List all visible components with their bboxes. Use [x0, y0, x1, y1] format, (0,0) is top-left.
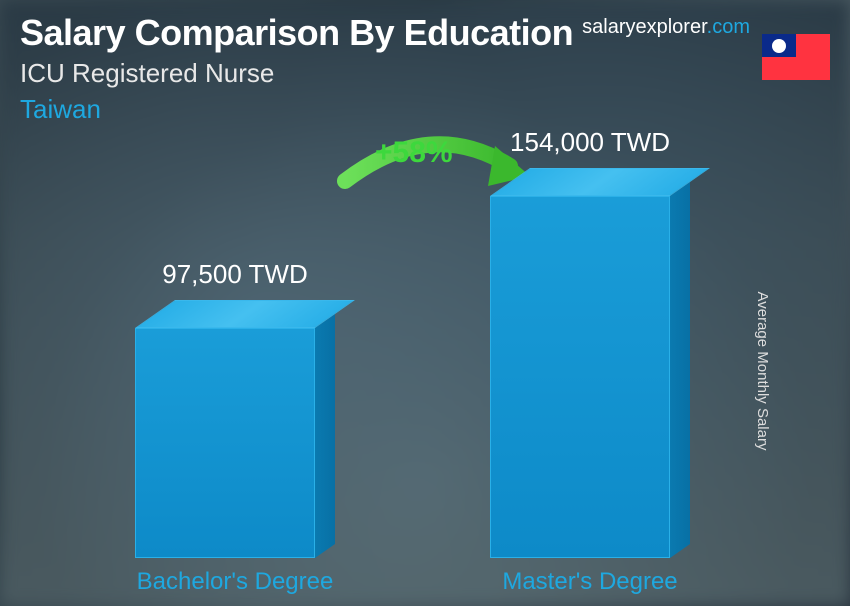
bar-category-label: Bachelor's Degree [137, 568, 334, 596]
bar-front-face [135, 328, 315, 558]
attribution-brand: salaryexplorer [582, 16, 707, 38]
bar-3d-shape [135, 328, 335, 558]
attribution: salaryexplorer.com [582, 16, 750, 39]
attribution-domain: .com [707, 16, 750, 38]
bar-bachelors: 97,500 TWD Bachelor's Degree [135, 328, 335, 558]
page-title: Salary Comparison By Education [20, 12, 573, 54]
bar-value-label: 97,500 TWD [162, 259, 307, 290]
bar-masters: 154,000 TWD Master's Degree [490, 196, 690, 558]
flag-canton [762, 34, 796, 57]
subtitle-role: ICU Registered Nurse [20, 58, 274, 89]
increase-percentage: +58% [375, 136, 453, 170]
axis-label: Average Monthly Salary [754, 292, 771, 451]
subtitle-location: Taiwan [20, 94, 101, 125]
bar-value-label: 154,000 TWD [510, 127, 670, 158]
bar-front-face [490, 196, 670, 558]
flag-sun-icon [772, 39, 786, 53]
bar-category-label: Master's Degree [502, 568, 677, 596]
chart-area: Average Monthly Salary +58% 97,500 TWD B… [0, 136, 850, 606]
bar-side-face [315, 314, 335, 558]
bar-side-face [670, 182, 690, 558]
bar-3d-shape [490, 196, 690, 558]
flag-taiwan [762, 34, 830, 80]
content-container: Salary Comparison By Education ICU Regis… [0, 0, 850, 606]
